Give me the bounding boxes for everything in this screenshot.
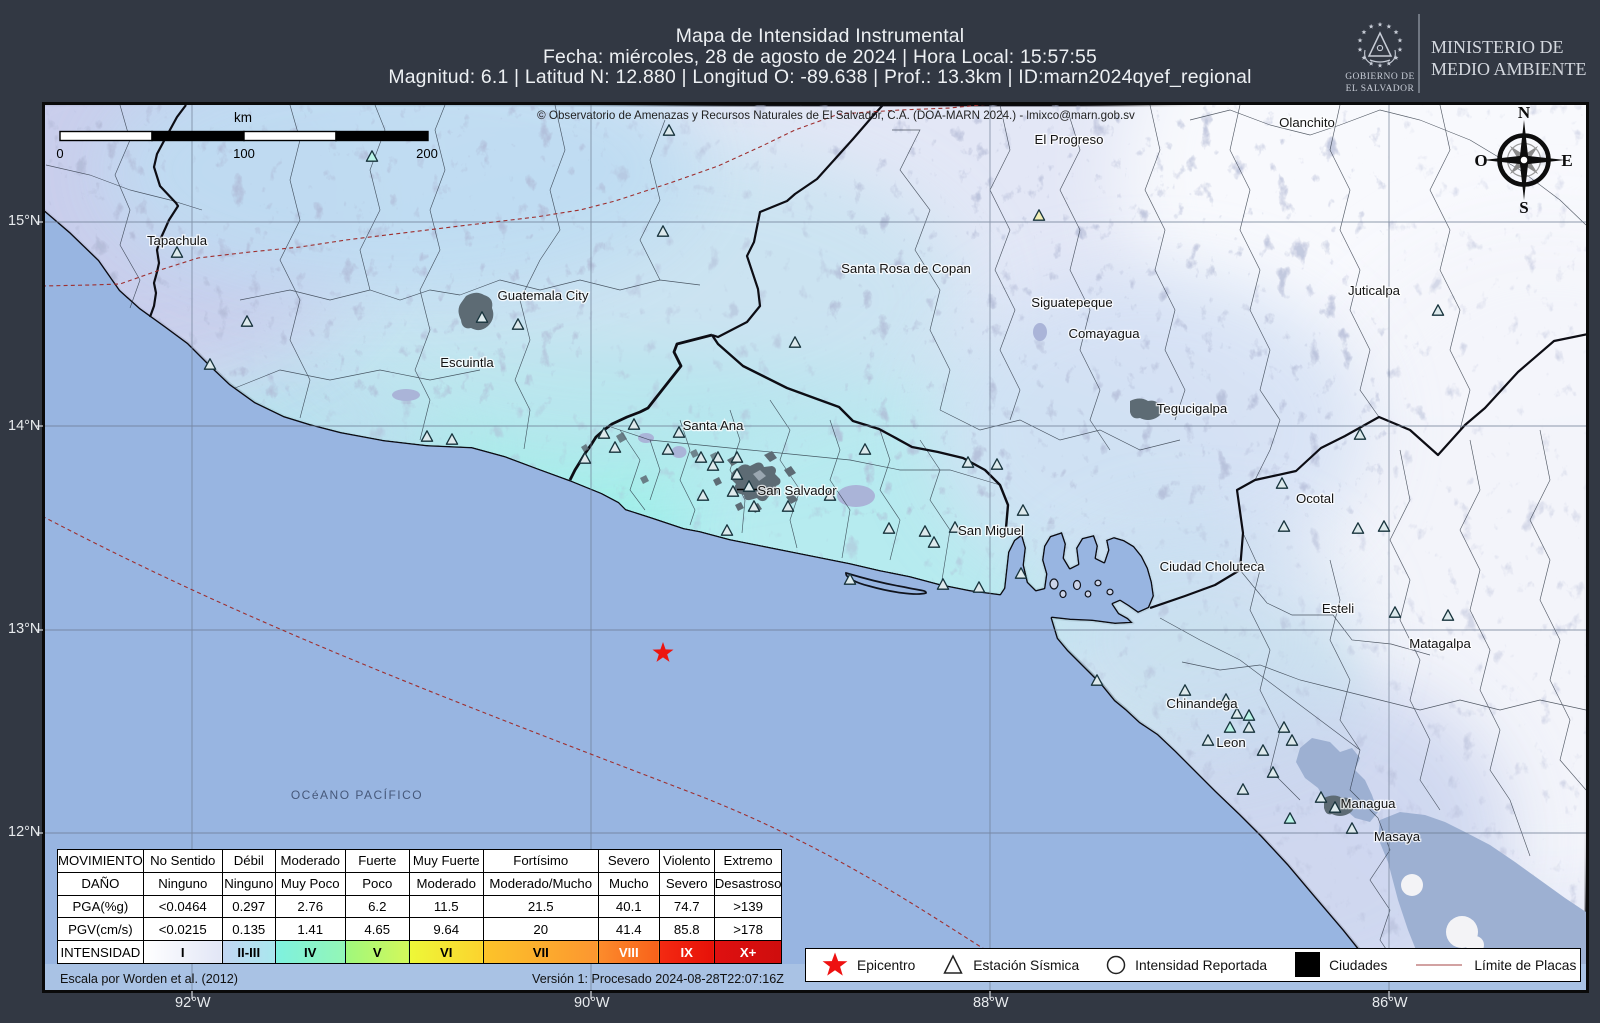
svg-text:GOBIERNO DE: GOBIERNO DE	[1345, 72, 1415, 82]
svg-text:El Progreso: El Progreso	[1035, 132, 1104, 147]
svg-text:E: E	[1561, 151, 1572, 170]
svg-text:Chinandega: Chinandega	[1166, 696, 1238, 711]
svg-text:Leon: Leon	[1216, 735, 1245, 750]
svg-text:Santa Ana: Santa Ana	[683, 418, 745, 433]
svg-text:Tapachula: Tapachula	[147, 233, 208, 248]
svg-text:Tegucigalpa: Tegucigalpa	[1157, 401, 1228, 416]
svg-text:200: 200	[416, 146, 438, 161]
svg-text:Guatemala City: Guatemala City	[498, 288, 589, 303]
svg-text:Escuintla: Escuintla	[440, 355, 494, 370]
svg-text:Comayagua: Comayagua	[1068, 326, 1140, 341]
svg-text:© Observatorio de Amenazas y R: © Observatorio de Amenazas y Recursos Na…	[537, 109, 1135, 122]
svg-text:0: 0	[56, 146, 63, 161]
svg-text:Ocotal: Ocotal	[1296, 491, 1334, 506]
svg-text:100: 100	[233, 146, 255, 161]
svg-text:OCéANO PACÍFICO: OCéANO PACÍFICO	[291, 787, 423, 802]
svg-text:Masaya: Masaya	[1374, 829, 1421, 844]
svg-text:Juticalpa: Juticalpa	[1348, 283, 1401, 298]
svg-text:Matagalpa: Matagalpa	[1409, 636, 1471, 651]
svg-text:San Miguel: San Miguel	[958, 523, 1024, 538]
svg-text:km: km	[234, 110, 252, 125]
svg-text:Versión 1: Procesado 2024-08-2: Versión 1: Procesado 2024-08-28T22:07:16…	[532, 971, 784, 986]
svg-text:Managua: Managua	[1341, 796, 1397, 811]
svg-text:MINISTERIO DE: MINISTERIO DE	[1431, 37, 1564, 57]
svg-text:S: S	[1519, 198, 1528, 217]
svg-text:N: N	[1518, 103, 1531, 122]
svg-text:EL SALVADOR: EL SALVADOR	[1346, 84, 1415, 94]
svg-text:MEDIO AMBIENTE: MEDIO AMBIENTE	[1431, 59, 1587, 79]
svg-text:Ciudad Choluteca: Ciudad Choluteca	[1160, 559, 1266, 574]
svg-text:San Salvador: San Salvador	[757, 483, 837, 498]
svg-text:Santa Rosa de Copan: Santa Rosa de Copan	[841, 261, 971, 276]
svg-text:Olanchito: Olanchito	[1279, 115, 1335, 130]
svg-text:O: O	[1474, 151, 1487, 170]
svg-text:Esteli: Esteli	[1322, 601, 1354, 616]
svg-text:Escala por Worden et al. (2012: Escala por Worden et al. (2012)	[60, 971, 238, 986]
svg-text:Siguatepeque: Siguatepeque	[1031, 295, 1112, 310]
